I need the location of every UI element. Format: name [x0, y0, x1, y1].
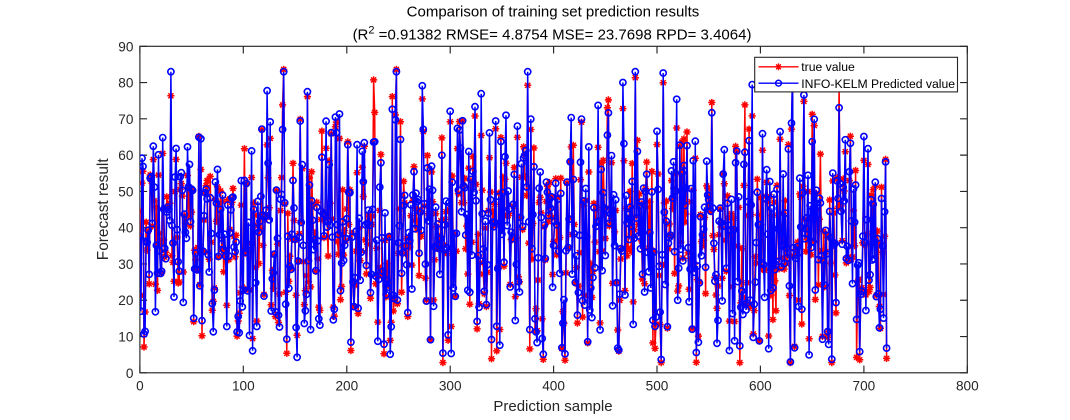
svg-text:700: 700	[853, 379, 876, 394]
svg-text:0: 0	[126, 366, 134, 381]
svg-text:(R2 =0.91382 RMSE= 4.8754 MSE=: (R2 =0.91382 RMSE= 4.8754 MSE= 23.7698 R…	[353, 24, 752, 43]
svg-text:50: 50	[118, 184, 134, 199]
svg-text:20: 20	[118, 293, 134, 308]
svg-text:400: 400	[542, 379, 565, 394]
svg-text:30: 30	[118, 257, 134, 272]
svg-text:10: 10	[118, 330, 134, 345]
svg-text:40: 40	[118, 221, 134, 236]
svg-text:80: 80	[118, 76, 134, 91]
svg-text:800: 800	[956, 379, 979, 394]
svg-text:100: 100	[232, 379, 255, 394]
svg-text:90: 90	[118, 39, 134, 54]
svg-text:600: 600	[749, 379, 772, 394]
svg-text:Forecast result: Forecast result	[95, 158, 112, 261]
svg-text:200: 200	[335, 379, 358, 394]
svg-text:500: 500	[646, 379, 669, 394]
svg-text:60: 60	[118, 148, 134, 163]
svg-text:Prediction sample: Prediction sample	[493, 398, 612, 415]
svg-text:70: 70	[118, 112, 134, 127]
svg-text:0: 0	[136, 379, 144, 394]
svg-text:INFO-KELM Predicted value: INFO-KELM Predicted value	[801, 77, 955, 91]
svg-text:true value: true value	[801, 60, 855, 74]
svg-text:300: 300	[439, 379, 462, 394]
svg-text:Comparison of training set pre: Comparison of training set prediction re…	[407, 4, 700, 21]
